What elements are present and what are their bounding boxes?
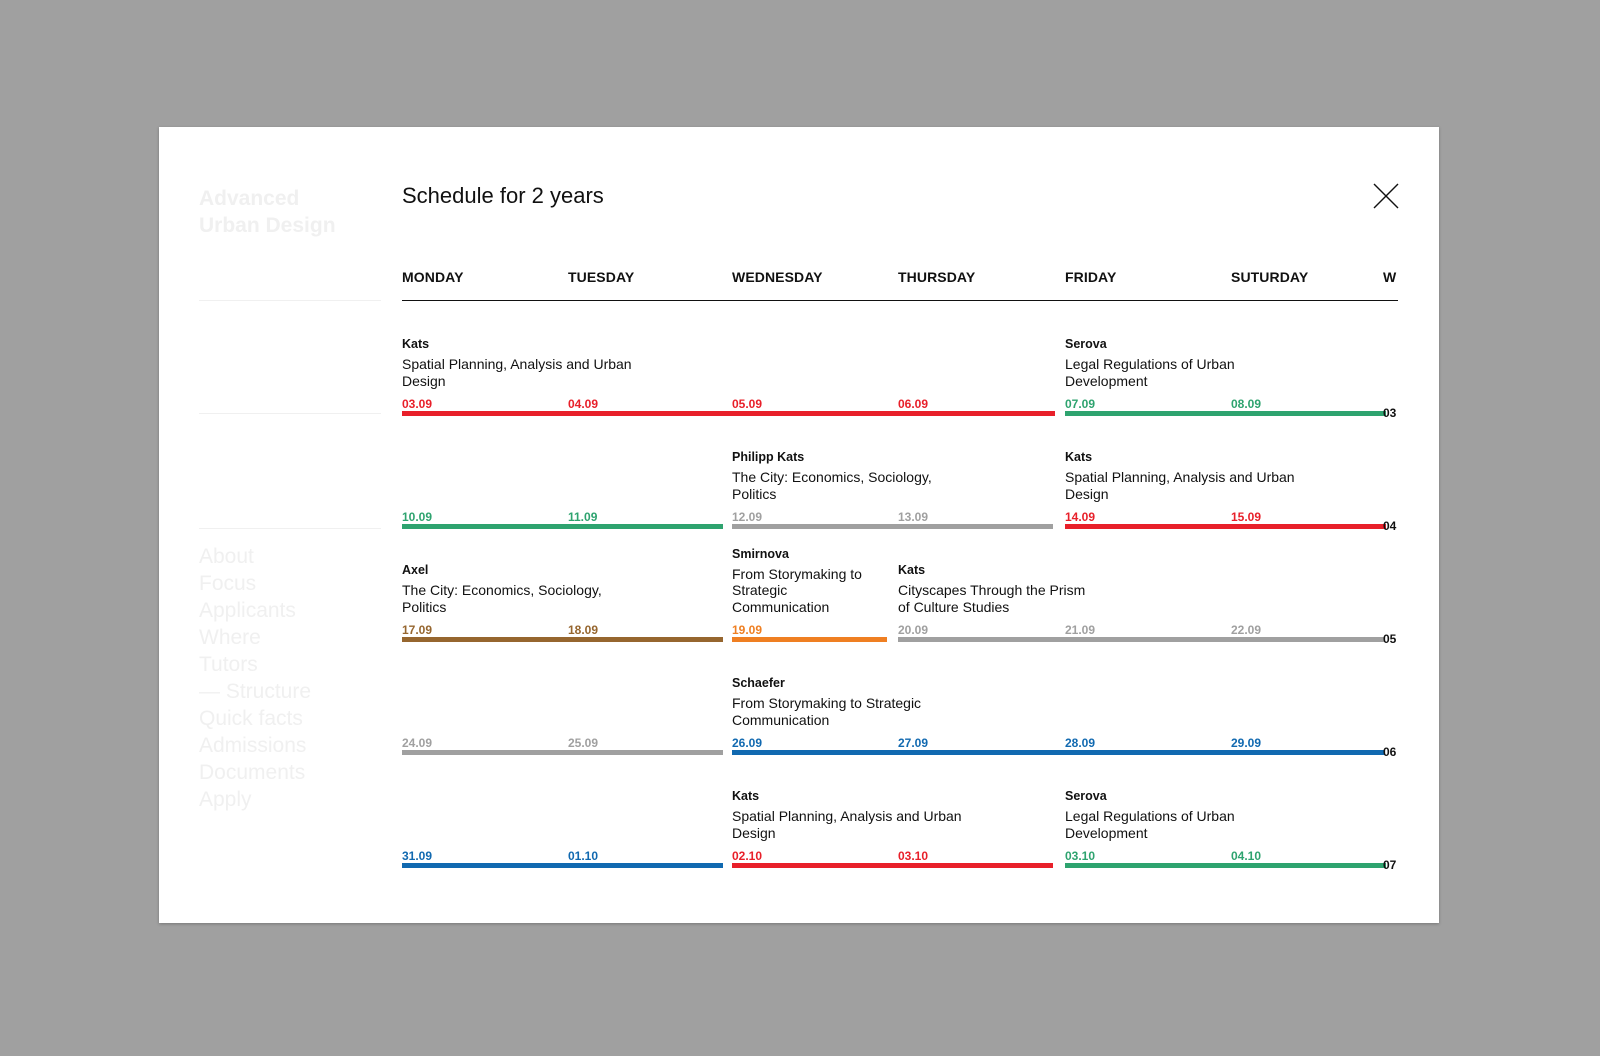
week-number: 03 — [1383, 406, 1397, 420]
date-label: 26.09 — [732, 736, 763, 750]
date-label: 03.09 — [402, 397, 433, 411]
day-header: MONDAY — [402, 269, 464, 285]
event-bar[interactable] — [1065, 524, 1386, 529]
date-label: 05.09 — [732, 397, 763, 411]
date-label: 11.09 — [568, 510, 598, 524]
event-course[interactable]: Legal Regulations of Urban Development — [1065, 356, 1235, 389]
background-nav-item: Documents — [199, 761, 306, 784]
event-course[interactable]: Spatial Planning, Analysis and Urban Des… — [1065, 469, 1295, 502]
date-label: 17.09 — [402, 623, 433, 637]
date-label: 18.09 — [568, 623, 599, 637]
date-label: 19.09 — [732, 623, 763, 637]
background-nav-item: Tutors — [199, 653, 258, 676]
date-label: 31.09 — [402, 849, 433, 863]
event-tutor: Axel — [402, 563, 429, 577]
date-label: 07.09 — [1065, 397, 1096, 411]
day-header: WEDNESDAY — [732, 269, 823, 285]
event-course[interactable]: The City: Economics, Sociology, Politics — [732, 469, 932, 502]
date-label: 14.09 — [1065, 510, 1096, 524]
event-bar[interactable] — [402, 524, 723, 529]
background-nav-item: Applicants — [199, 599, 296, 622]
week-number: 07 — [1383, 858, 1397, 872]
date-label: 28.09 — [1065, 736, 1096, 750]
event-course[interactable]: From Storymaking to Strategic Communicat… — [732, 565, 862, 615]
close-icon — [1373, 183, 1399, 209]
event-bar[interactable] — [402, 750, 723, 755]
date-label: 03.10 — [1065, 849, 1096, 863]
modal-title: Schedule for 2 years — [402, 183, 604, 208]
event-bar[interactable] — [732, 637, 887, 642]
event-bar[interactable] — [402, 637, 723, 642]
day-header: THURSDAY — [898, 269, 976, 285]
day-header: FRIDAY — [1065, 269, 1117, 285]
event-tutor: Smirnova — [732, 546, 789, 561]
event-tutor: Philipp Kats — [732, 450, 805, 464]
event-course[interactable]: Spatial Planning, Analysis and Urban Des… — [402, 356, 632, 389]
event-tutor: Kats — [1065, 450, 1093, 464]
date-label: 06.09 — [898, 397, 929, 411]
event-tutor: Kats — [402, 337, 430, 351]
background-divider — [199, 528, 381, 529]
date-label: 22.09 — [1231, 623, 1262, 637]
event-tutor: Schaefer — [732, 676, 785, 690]
event-course[interactable]: Cityscapes Through the Prism of Culture … — [898, 582, 1086, 615]
background-nav: About Focus Applicants Where Tutors — Structu… — [199, 543, 311, 813]
date-label: 08.09 — [1231, 397, 1262, 411]
background-nav-item: Quick facts — [199, 707, 303, 730]
close-button[interactable] — [1372, 182, 1400, 210]
background-nav-item: Admissions — [199, 734, 307, 757]
background-program-title: Advanced Urban Design — [199, 187, 336, 237]
day-header: W — [1383, 269, 1397, 285]
date-label: 27.09 — [898, 736, 929, 750]
date-label: 15.09 — [1231, 510, 1262, 524]
date-label: 13.09 — [898, 510, 929, 524]
schedule-modal: Advanced Urban Design About Focus Applican… — [159, 127, 1439, 923]
background-nav-item: Where — [199, 626, 261, 649]
date-label: 12.09 — [732, 510, 763, 524]
event-course[interactable]: Legal Regulations of Urban Development — [1065, 808, 1235, 841]
week-number: 06 — [1383, 745, 1397, 759]
event-bar[interactable] — [1065, 411, 1386, 416]
event-course[interactable]: From Storymaking to Strategic Communicat… — [732, 695, 922, 728]
day-header: SUTURDAY — [1231, 269, 1309, 285]
date-label: 20.09 — [898, 623, 929, 637]
date-label: 25.09 — [568, 736, 599, 750]
date-label: 04.10 — [1231, 849, 1262, 863]
event-tutor: Serova — [1065, 337, 1107, 351]
event-bar[interactable] — [732, 863, 1053, 868]
background-nav-item: — Structure — [199, 680, 312, 703]
header-rule — [402, 300, 1398, 301]
event-bar[interactable] — [402, 411, 1055, 416]
day-header: TUESDAY — [568, 269, 635, 285]
background-nav-item: Focus — [199, 572, 257, 595]
week-number: 05 — [1383, 632, 1397, 646]
event-bar[interactable] — [732, 750, 1385, 755]
event-course[interactable]: The City: Economics, Sociology, Politics — [402, 582, 602, 615]
event-tutor: Serova — [1065, 789, 1107, 803]
date-label: 03.10 — [898, 849, 929, 863]
date-label: 29.09 — [1231, 736, 1262, 750]
event-tutor: Kats — [732, 789, 760, 803]
event-bar[interactable] — [402, 863, 723, 868]
event-bar[interactable] — [1065, 863, 1386, 868]
date-label: 01.10 — [568, 849, 599, 863]
date-label: 04.09 — [568, 397, 599, 411]
event-course[interactable]: Spatial Planning, Analysis and Urban Des… — [732, 808, 962, 841]
week-number: 04 — [1383, 519, 1397, 533]
background-divider — [199, 300, 381, 301]
event-tutor: Kats — [898, 563, 926, 577]
date-label: 24.09 — [402, 736, 433, 750]
date-label: 10.09 — [402, 510, 433, 524]
background-nav-item: About — [199, 545, 254, 568]
event-bar[interactable] — [732, 524, 1053, 529]
date-label: 02.10 — [732, 849, 763, 863]
background-nav-item: Apply — [199, 788, 252, 811]
event-bar[interactable] — [898, 637, 1385, 642]
date-label: 21.09 — [1065, 623, 1096, 637]
background-divider — [199, 413, 381, 414]
